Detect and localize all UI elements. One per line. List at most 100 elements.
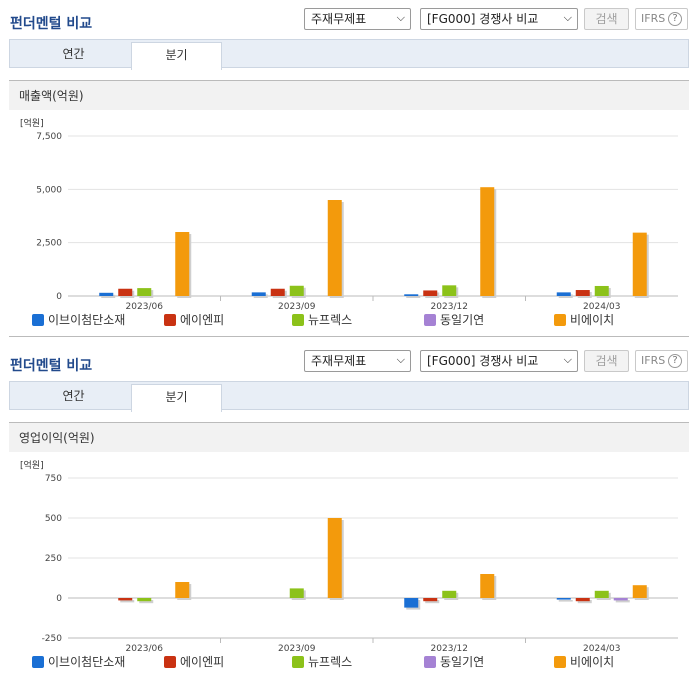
chevron-down-icon: ⌵ <box>563 11 572 24</box>
search-button[interactable]: 검색 <box>584 350 629 372</box>
tab-quarter[interactable]: 분기 <box>131 42 222 70</box>
bar <box>289 285 304 296</box>
y-tick-label: 5,000 <box>36 185 62 195</box>
bar-shadow <box>139 600 154 604</box>
bar <box>404 294 419 296</box>
legend-label: 에이엔피 <box>180 655 225 669</box>
bar <box>270 288 285 296</box>
peer-group-select[interactable]: [FG000] 경쟁사 비교 ⌵ <box>420 8 578 30</box>
search-button[interactable]: 검색 <box>584 8 629 30</box>
bar-shadow <box>558 600 573 602</box>
chart-header: 매출액(억원) <box>9 80 689 110</box>
legend-label: 이브이첨단소재 <box>48 313 126 327</box>
legend-swatch <box>292 314 304 326</box>
legend-swatch <box>32 314 44 326</box>
legend-swatch <box>32 656 44 668</box>
bar-shadow <box>253 294 268 298</box>
chart-legend: 이브이첨단소재 에이엔피 뉴프렉스 동일기연 비에이치 <box>0 654 696 672</box>
help-icon: ? <box>668 354 682 368</box>
chart-header: 영업이익(억원) <box>9 422 689 452</box>
bar <box>613 598 628 601</box>
tab-quarter[interactable]: 분기 <box>131 384 222 412</box>
panel-title: 펀더멘털 비교 <box>10 16 93 32</box>
legend-label: 동일기연 <box>440 313 485 327</box>
bar <box>175 582 190 598</box>
bar <box>118 598 133 601</box>
tab-annual[interactable]: 연간 <box>62 47 85 61</box>
chevron-down-icon: ⌵ <box>396 353 405 366</box>
legend-item[interactable]: 에이엔피 <box>164 312 224 330</box>
sales-bar-chart: [억원] 0 2,500 5,000 7,500 2023/06 2023/09 2023/1… <box>20 117 678 312</box>
tab-annual[interactable]: 연간 <box>62 389 85 403</box>
bar <box>289 588 304 598</box>
legend-item[interactable]: 에이엔피 <box>164 654 224 672</box>
legend-swatch <box>554 314 566 326</box>
panel-divider <box>9 336 689 337</box>
peer-group-select[interactable]: [FG000] 경쟁사 비교 ⌵ <box>420 350 578 372</box>
y-tick-label: -250 <box>42 634 63 644</box>
legend-swatch <box>424 314 436 326</box>
legend-item[interactable]: 이브이첨단소재 <box>32 654 125 672</box>
bar-shadow <box>558 294 573 298</box>
statement-type-select[interactable]: 주재무제표 ⌵ <box>304 350 411 372</box>
operating-profit-bar-chart: [억원] -250 0 250 500 750 2023/06 2023/09 2023/12 2… <box>20 459 678 654</box>
bar <box>423 598 438 602</box>
x-tick-label: 2023/06 <box>126 302 164 312</box>
legend-item[interactable]: 이브이첨단소재 <box>32 312 125 330</box>
x-tick-label: 2024/03 <box>583 644 620 654</box>
statement-type-value: 주재무제표 <box>311 12 367 26</box>
legend-item[interactable]: 비에이치 <box>554 654 614 672</box>
bar <box>632 232 647 296</box>
y-tick-label: 0 <box>56 292 62 302</box>
legend-item[interactable]: 동일기연 <box>424 654 484 672</box>
chevron-down-icon: ⌵ <box>396 11 405 24</box>
bar <box>137 288 152 296</box>
ifrs-label: IFRS <box>641 354 666 367</box>
bar <box>251 292 266 296</box>
y-tick-label: 750 <box>45 474 62 484</box>
statement-type-select[interactable]: 주재무제표 ⌵ <box>304 8 411 30</box>
legend-label: 비에이치 <box>570 655 615 669</box>
y-tick-label: 500 <box>45 514 62 524</box>
legend-item[interactable]: 뉴프렉스 <box>292 312 352 330</box>
legend-item[interactable]: 비에이치 <box>554 312 614 330</box>
chevron-down-icon: ⌵ <box>563 353 572 366</box>
legend-item[interactable]: 뉴프렉스 <box>292 654 352 672</box>
bar <box>327 518 342 598</box>
bar <box>442 285 457 296</box>
legend-item[interactable]: 동일기연 <box>424 312 484 330</box>
statement-type-value: 주재무제표 <box>311 354 367 368</box>
bar-shadow <box>615 600 630 603</box>
bar <box>632 585 647 598</box>
bar <box>480 187 495 296</box>
legend-label: 비에이치 <box>570 313 615 327</box>
unit-label: [억원] <box>20 117 44 129</box>
x-tick-label: 2023/09 <box>278 302 316 312</box>
bar <box>575 598 590 602</box>
bar-shadow <box>101 294 116 298</box>
fundamental-panel-operating-profit: 펀더멘털 비교 주재무제표 ⌵ [FG000] 경쟁사 비교 ⌵ 검색 IFRS… <box>0 342 696 684</box>
bar <box>480 574 495 598</box>
ifrs-info-button[interactable]: IFRS ? <box>635 8 688 30</box>
bar <box>99 292 114 296</box>
ifrs-label: IFRS <box>641 12 666 25</box>
y-tick-label: 2,500 <box>36 239 62 249</box>
bar <box>404 598 419 608</box>
y-tick-label: 7,500 <box>36 132 62 142</box>
ifrs-info-button[interactable]: IFRS ? <box>635 350 688 372</box>
bar <box>327 200 342 296</box>
bar <box>442 590 457 598</box>
legend-label: 뉴프렉스 <box>308 313 353 327</box>
chart-legend: 이브이첨단소재 에이엔피 뉴프렉스 동일기연 비에이치 <box>0 312 696 330</box>
bar-shadow <box>406 296 421 298</box>
period-tabs: 연간 분기 <box>9 39 689 70</box>
bar-shadow <box>425 600 440 604</box>
bar <box>594 590 609 598</box>
bar <box>118 288 133 296</box>
legend-label: 에이엔피 <box>180 313 225 327</box>
bar-shadow <box>577 600 592 604</box>
y-tick-label: 250 <box>45 554 62 564</box>
bar <box>594 285 609 296</box>
legend-label: 뉴프렉스 <box>308 655 353 669</box>
x-tick-label: 2024/03 <box>583 302 620 312</box>
